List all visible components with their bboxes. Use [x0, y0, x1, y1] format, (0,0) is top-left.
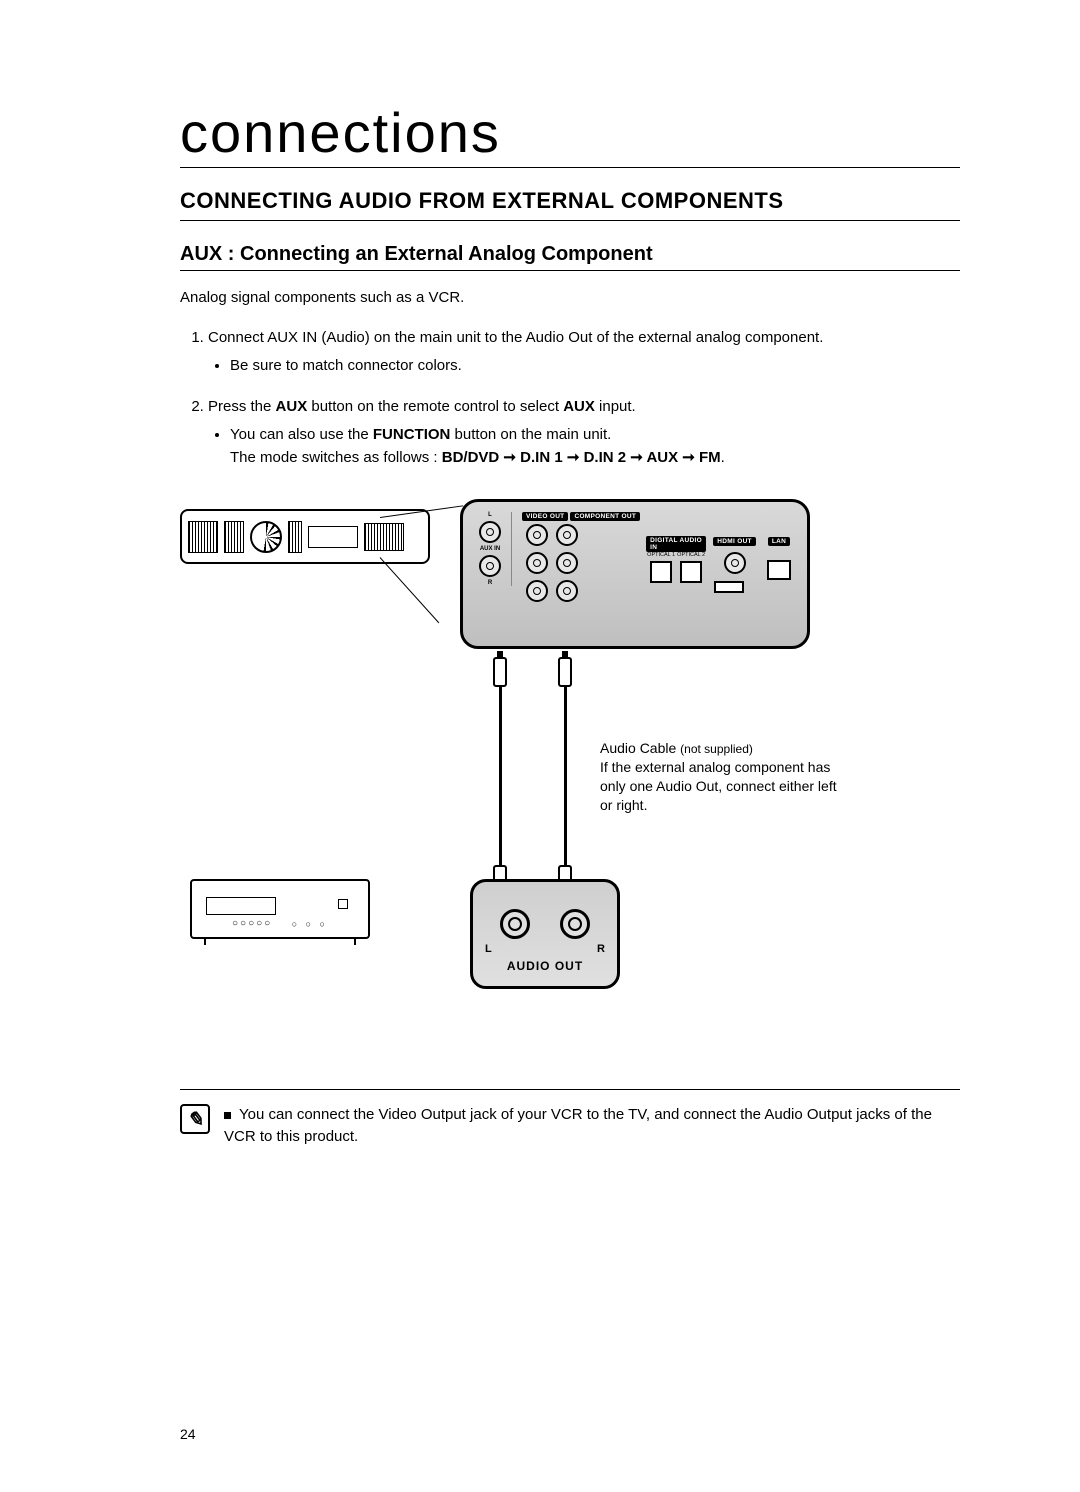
- step-1-text: Connect AUX IN (Audio) on the main unit …: [208, 329, 823, 346]
- audio-out-L-jack: [500, 909, 530, 939]
- hdmi-out-label: HDMI OUT: [713, 537, 756, 546]
- optical2-label: OPTICAL 2: [676, 552, 706, 558]
- footnote-block: ✎ You can connect the Video Output jack …: [180, 1089, 960, 1148]
- aux-R-label: R: [488, 580, 492, 586]
- step-1: Connect AUX IN (Audio) on the main unit …: [208, 327, 960, 378]
- step-2-mid: button on the remote control to select: [307, 398, 563, 415]
- external-device-vcr: ○○○○○ ○ ○ ○: [190, 879, 370, 939]
- connection-diagram: L AUX IN R VIDEO OUT COMPONENT OUT: [180, 509, 820, 1029]
- fan-icon: [250, 521, 282, 553]
- video-out-label: VIDEO OUT: [522, 512, 568, 521]
- audio-cable-body: If the external analog component has onl…: [600, 759, 837, 813]
- step-2-bold-aux: AUX: [276, 398, 308, 415]
- vcr-indicators: ○○○○○: [232, 918, 272, 929]
- s2b2-post: .: [721, 449, 725, 466]
- step-2: Press the AUX button on the remote contr…: [208, 396, 960, 470]
- footnote-content: You can connect the Video Output jack of…: [224, 1106, 932, 1145]
- cable-plug-top-R: [558, 657, 572, 687]
- square-bullet-icon: [224, 1112, 231, 1119]
- video-component-block: VIDEO OUT COMPONENT OUT: [522, 512, 640, 605]
- cable-plug-top-L: [493, 657, 507, 687]
- component-out-label: COMPONENT OUT: [570, 512, 640, 521]
- vcr-buttons: ○ ○ ○: [292, 919, 328, 929]
- step-2-bold-aux2: AUX: [563, 398, 595, 415]
- digital-audio-in-label: DIGITAL AUDIO IN: [646, 536, 706, 552]
- audio-cable-note: Audio Cable (not supplied) If the extern…: [600, 739, 840, 815]
- aux-in-L-jack: [479, 521, 501, 543]
- intro-text: Analog signal components such as a VCR.: [180, 287, 960, 309]
- digital-block: DIGITAL AUDIO IN OPTICAL 1 OPTICAL 2: [646, 512, 795, 597]
- s2b2-bold: BD/DVD ➞ D.IN 1 ➞ D.IN 2 ➞ AUX ➞ FM: [442, 449, 721, 466]
- rear-panel: L AUX IN R VIDEO OUT COMPONENT OUT: [460, 499, 810, 649]
- audio-out-R-jack: [560, 909, 590, 939]
- audio-cable-not-supplied: (not supplied): [680, 742, 753, 756]
- step-2-post: input.: [595, 398, 636, 415]
- aux-in-R-jack: [479, 555, 501, 577]
- audio-out-L-label: L: [485, 943, 492, 955]
- aux-in-block: L AUX IN R: [475, 512, 512, 586]
- s2b1-pre: You can also use the: [230, 426, 373, 443]
- sub-heading: AUX : Connecting an External Analog Comp…: [180, 243, 960, 271]
- page-title: connections: [180, 100, 960, 168]
- step-1-bullet-1: Be sure to match connector colors.: [230, 355, 960, 378]
- s2b1-bold: FUNCTION: [373, 426, 451, 443]
- lan-port: [767, 560, 791, 580]
- unit-rear-thumbnail: [180, 509, 430, 564]
- step-2-bullet-1: You can also use the FUNCTION button on …: [230, 424, 960, 469]
- hdmi-indicator: [724, 552, 746, 574]
- section-heading: CONNECTING AUDIO FROM EXTERNAL COMPONENT…: [180, 188, 960, 221]
- optical1-label: OPTICAL 1: [646, 552, 676, 558]
- cable-R: [564, 687, 567, 867]
- audio-out-box: L R AUDIO OUT: [470, 879, 620, 989]
- optical2-port: [680, 561, 702, 583]
- aux-L-label: L: [488, 512, 492, 518]
- footnote-text: You can connect the Video Output jack of…: [224, 1104, 960, 1148]
- note-icon: ✎: [180, 1104, 210, 1134]
- cable-L: [499, 687, 502, 867]
- page-number: 24: [180, 1426, 196, 1442]
- s2b2-pre: The mode switches as follows :: [230, 449, 442, 466]
- lan-label: LAN: [768, 537, 790, 546]
- hdmi-port: [714, 581, 744, 593]
- s2b1-post: button on the main unit.: [450, 426, 611, 443]
- aux-in-label: AUX IN: [480, 546, 500, 552]
- audio-cable-title: Audio Cable: [600, 740, 680, 756]
- audio-out-R-label: R: [597, 943, 605, 955]
- steps-list: Connect AUX IN (Audio) on the main unit …: [180, 327, 960, 470]
- vcr-tray: [206, 897, 276, 915]
- audio-out-label: AUDIO OUT: [507, 959, 583, 973]
- optical1-port: [650, 561, 672, 583]
- step-2-pre: Press the: [208, 398, 276, 415]
- vcr-eject-icon: [338, 899, 348, 909]
